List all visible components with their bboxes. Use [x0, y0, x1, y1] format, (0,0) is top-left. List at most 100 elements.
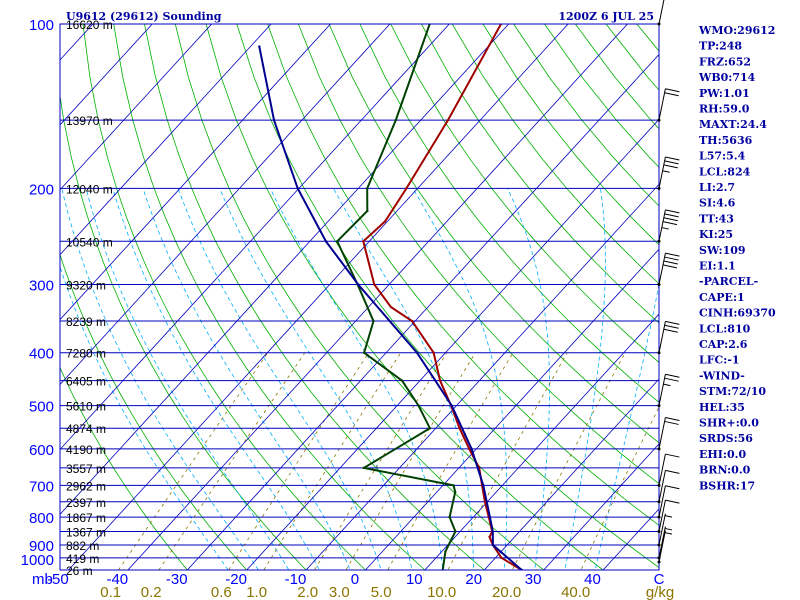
- profile-point: [362, 240, 365, 243]
- index-entry: PW:1.01: [699, 87, 750, 100]
- mixing-ratio-label: 3.0: [329, 584, 350, 600]
- profile-point: [453, 490, 457, 494]
- height-label: 6405 m: [66, 375, 106, 389]
- wind-barb-full: [662, 221, 678, 226]
- mixing-ratio-line: [263, 352, 402, 570]
- moist-adiabat: [112, 188, 320, 570]
- wind-barb-base: [657, 404, 661, 408]
- dry-adiabat: [60, 366, 188, 570]
- dry-adiabat: [144, 24, 485, 570]
- wind-barb: [657, 530, 673, 564]
- wind-barb-full: [664, 213, 679, 218]
- profile-point: [296, 187, 299, 190]
- dry-adiabat: [328, 24, 659, 444]
- profile-point: [450, 404, 453, 407]
- profile-point: [458, 427, 461, 430]
- wind-barb: [657, 156, 680, 190]
- wind-barb-full: [665, 485, 680, 490]
- index-entry: WMO:29612: [698, 24, 775, 37]
- wind-barb: [657, 499, 680, 533]
- wind-barb-half: [664, 515, 673, 518]
- profile-line-0: [362, 24, 523, 570]
- index-entry: -PARCEL-: [699, 275, 758, 288]
- wind-barb-staff: [658, 209, 666, 242]
- wind-barb: [657, 453, 680, 487]
- index-entry: LCL:824: [699, 165, 751, 178]
- temperature-tick-label: -40: [106, 571, 128, 588]
- pressure-tick-label: 900: [29, 538, 54, 555]
- pressure-tick-label: 400: [29, 346, 54, 363]
- wind-barb-base: [657, 447, 661, 451]
- index-entry: L57:5.4: [699, 150, 746, 163]
- index-entry: SRDS:56: [699, 432, 753, 445]
- profile-point: [444, 550, 447, 553]
- height-label: 10540 m: [66, 235, 113, 249]
- pressure-tick-label: 700: [29, 478, 54, 495]
- index-entry: CAPE:1: [699, 291, 745, 304]
- wind-barb: [657, 513, 673, 547]
- index-entry: STM:72/10: [699, 385, 766, 398]
- profile-point: [482, 484, 485, 487]
- wind-barb: [657, 485, 680, 519]
- wind-barb-full: [664, 377, 679, 382]
- mixing-ratio-label: 2.0: [297, 584, 318, 600]
- index-entry: -WIND-: [699, 369, 745, 382]
- temperature-tick-label: 30: [525, 571, 542, 588]
- profile-point: [389, 305, 393, 309]
- height-label: 419 m: [66, 552, 99, 566]
- dry-adiabat: [451, 24, 659, 285]
- profile-point: [366, 187, 369, 190]
- height-label: 4874 m: [66, 422, 106, 436]
- wind-barb-full: [665, 156, 680, 161]
- wind-barb-full: [662, 264, 678, 269]
- wind-barb-full: [664, 324, 679, 329]
- wind-barb-full: [665, 209, 680, 214]
- wind-barb-full: [665, 320, 680, 325]
- temperature-tick-label: 10: [406, 571, 423, 588]
- mixing-ratio-label: 1.0: [246, 584, 267, 600]
- profile-line-1: [335, 24, 457, 570]
- wind-barb-base: [657, 283, 661, 287]
- profile-point: [417, 404, 420, 407]
- wind-barb-base: [657, 118, 661, 122]
- wind-barb-staff: [658, 156, 666, 189]
- pressure-tick-label: 300: [29, 278, 54, 295]
- height-label: 26 m: [66, 564, 93, 578]
- isotherm: [60, 24, 332, 321]
- height-label: 16620 m: [66, 18, 113, 32]
- height-label: 13970 m: [66, 114, 113, 128]
- isotherm: [483, 378, 659, 570]
- index-entry: SI:4.6: [699, 197, 736, 210]
- profile-point: [491, 530, 495, 533]
- wind-barb: [657, 88, 680, 122]
- wind-barb-staff: [658, 485, 666, 518]
- wind-barb-full: [665, 453, 680, 458]
- wind-barb-full: [665, 252, 680, 257]
- isotherm: [186, 53, 659, 570]
- profile-point: [383, 220, 387, 223]
- index-entry: LI:2.7: [699, 181, 735, 194]
- wind-barb-half: [664, 532, 673, 535]
- dry-adiabat: [174, 24, 545, 570]
- wind-barb-half: [663, 383, 671, 387]
- wind-barb-staff: [658, 0, 665, 25]
- index-entry: BSHR:17: [699, 479, 755, 492]
- index-entry: SW:109: [699, 244, 746, 257]
- profile-point: [362, 466, 366, 470]
- index-entry: CINH:69370: [699, 307, 776, 320]
- profile-point: [373, 283, 376, 286]
- dry-adiabat: [421, 24, 659, 324]
- profile-point: [258, 45, 261, 48]
- index-entry: FRZ:652: [699, 55, 751, 68]
- plot-frame: [59, 23, 660, 571]
- height-label: 8239 m: [66, 315, 106, 329]
- isotherm: [364, 248, 659, 570]
- moist-adiabat: [60, 265, 229, 570]
- mixing-ratio-line: [345, 352, 476, 570]
- height-label: 5610 m: [66, 400, 106, 414]
- index-entry: TT:43: [699, 212, 734, 225]
- wind-barb-full: [665, 499, 680, 504]
- pressure-tick-label: 800: [29, 510, 54, 527]
- profiles: [258, 24, 523, 570]
